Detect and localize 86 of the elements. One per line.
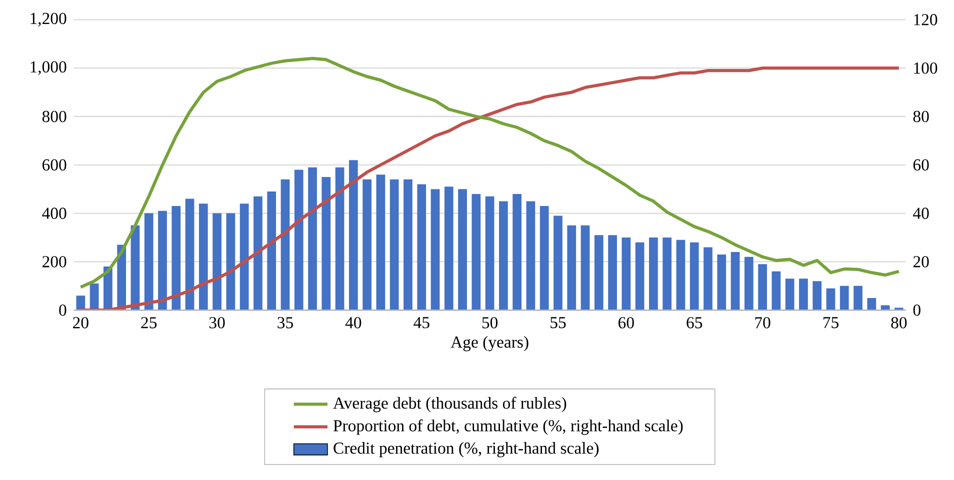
bar: [580, 225, 590, 310]
y2-tick-label: 20: [913, 256, 929, 268]
bar: [554, 216, 562, 310]
y2-tick-label: 80: [913, 110, 929, 122]
x-tick-label: 75: [823, 316, 838, 328]
bar: [280, 179, 290, 310]
y2-tick-label: 100: [914, 62, 938, 74]
bar: [362, 179, 372, 310]
bar: [758, 264, 767, 310]
bar: [799, 278, 808, 310]
bar: [322, 176, 331, 310]
legend-label: Average debt (thousands of rubles): [333, 396, 566, 412]
x-tick-label: 35: [278, 316, 293, 328]
bar: [704, 246, 712, 310]
y-tick-label: 200: [42, 256, 66, 268]
x-tick-label: 65: [686, 316, 702, 328]
legend-label: Proportion of debt, cumulative (%, right-hand scale): [333, 419, 683, 435]
bar: [867, 298, 876, 310]
bar: [254, 196, 262, 310]
bar: [404, 179, 412, 310]
bar: [267, 191, 276, 310]
x-tick-label: 25: [141, 316, 157, 328]
bar: [840, 286, 849, 310]
bar: [730, 252, 740, 310]
x-tick-label: 20: [73, 316, 88, 328]
x-tick-label: 80: [891, 316, 907, 328]
bar: [144, 213, 154, 310]
legend-label: Credit penetration (%, right-hand scale): [334, 442, 599, 458]
bar: [690, 242, 699, 310]
x-tick-label: 50: [482, 316, 498, 328]
x-tick-label: 30: [209, 316, 225, 328]
bar: [512, 194, 522, 310]
bar: [499, 200, 508, 310]
x-tick-label: 45: [414, 316, 430, 328]
x-tick-label: 70: [755, 316, 770, 328]
bar: [430, 188, 440, 310]
bar: [649, 237, 658, 310]
y-tick-label: 600: [42, 159, 66, 170]
bar: [294, 170, 304, 310]
bar: [458, 188, 467, 310]
bar: [662, 237, 672, 310]
bar: [376, 174, 386, 310]
bar: [812, 280, 822, 310]
x-tick-label: 55: [550, 316, 566, 328]
y-tick-label: 1,000: [30, 61, 66, 75]
bar: [158, 210, 167, 310]
y2-tick-label: 40: [913, 207, 929, 219]
bar: [635, 242, 644, 310]
bar: [785, 278, 794, 310]
bar: [390, 179, 399, 310]
y2-tick-label: 60: [913, 159, 929, 170]
bar: [854, 286, 862, 310]
y-tick-label: 400: [42, 207, 66, 219]
bar: [185, 198, 194, 310]
bar: [76, 295, 86, 310]
bar: [240, 203, 249, 310]
bar: [567, 225, 576, 310]
y-tick-label: 0: [59, 304, 66, 316]
bar: [348, 160, 358, 310]
bar: [608, 234, 617, 310]
x-axis-title: Age (years): [450, 336, 528, 351]
bar: [335, 167, 344, 310]
bar: [526, 200, 536, 310]
y-tick-label: 800: [42, 110, 66, 122]
bar: [212, 213, 222, 310]
y2-tick-label: 0: [913, 304, 920, 316]
bar: [308, 167, 317, 310]
bar: [472, 194, 481, 310]
y-tick-label: 1,200: [30, 12, 66, 26]
x-tick-label: 40: [345, 316, 362, 328]
bar: [444, 186, 454, 310]
bar: [826, 288, 836, 310]
bar: [198, 203, 208, 310]
bar: [717, 254, 726, 310]
x-tick-label: 60: [618, 316, 634, 328]
bar: [485, 196, 494, 310]
bar: [622, 237, 631, 310]
bar: [594, 234, 604, 310]
bar: [172, 206, 181, 310]
bar: [744, 256, 754, 310]
bar: [676, 240, 686, 310]
bar: [226, 213, 236, 310]
y2-tick-label: 120: [914, 14, 938, 26]
bar: [772, 271, 781, 310]
bar: [417, 184, 426, 310]
bar: [540, 206, 549, 310]
